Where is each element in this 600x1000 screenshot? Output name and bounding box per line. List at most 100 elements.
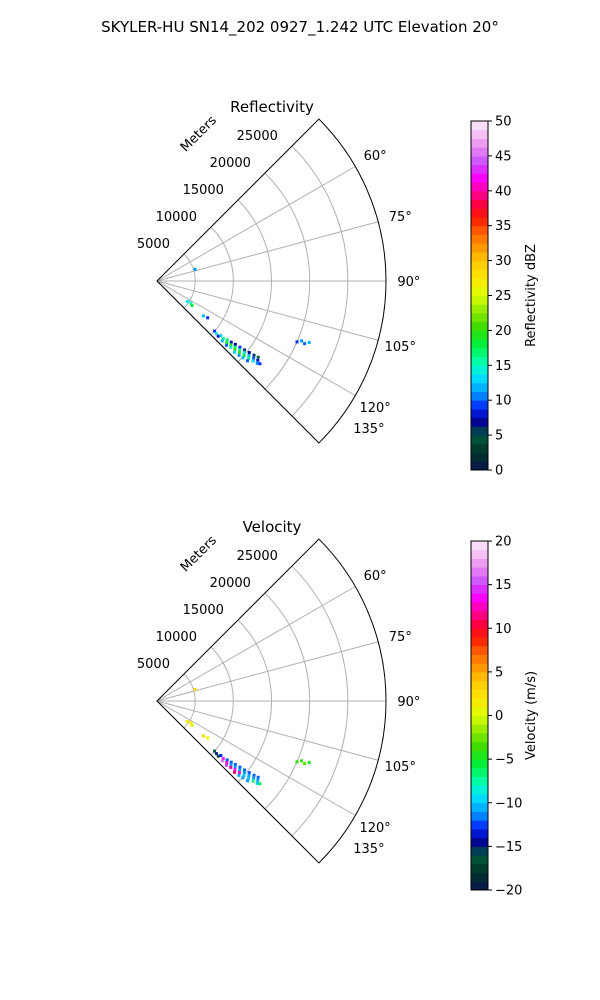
colorbar-band	[471, 767, 488, 778]
radar-gate	[233, 350, 237, 354]
angular-tick-label: 105°	[385, 340, 416, 355]
radial-axis-label: Meters	[178, 113, 220, 155]
radar-gate	[220, 339, 224, 343]
colorbar-band	[471, 199, 488, 209]
radar-gate	[247, 771, 251, 775]
radar-gate	[243, 348, 247, 352]
colorbar-tick-label: 40	[495, 184, 512, 199]
colorbar-band	[471, 330, 488, 340]
colorbar-band	[471, 182, 488, 192]
colorbar-band	[471, 365, 488, 375]
radar-gate	[251, 359, 255, 363]
colorbar-band	[471, 391, 488, 401]
colorbar-band	[471, 680, 488, 690]
colorbar-band	[471, 846, 488, 856]
colorbar-band	[471, 234, 488, 244]
radar-gate	[213, 749, 217, 753]
radar-gate	[219, 754, 223, 758]
colorbar-band	[471, 347, 488, 358]
radar-gate	[185, 719, 189, 723]
colorbar-band	[471, 269, 488, 279]
colorbar-band	[471, 225, 488, 235]
colorbar-tick-label: 5	[495, 429, 503, 444]
colorbar-band	[471, 619, 488, 629]
colorbar-band	[471, 295, 488, 305]
colorbar-band	[471, 321, 488, 331]
radar-gate	[295, 760, 299, 764]
radar-gate	[190, 304, 194, 308]
radar-gate	[220, 759, 224, 763]
radar-gate	[237, 773, 241, 777]
radar-gate	[245, 779, 249, 783]
angular-tick-label: 135°	[353, 422, 384, 437]
radar-gate	[307, 760, 311, 764]
radial-tick-label: 15000	[183, 603, 224, 618]
colorbar-tick-label: 5	[495, 665, 503, 680]
colorbar-band	[471, 417, 488, 427]
radar-gate	[216, 334, 220, 338]
radar-gate	[206, 316, 210, 320]
radar-gate	[258, 782, 262, 786]
angular-grid-line	[156, 700, 356, 816]
colorbar-label: Velocity (m/s)	[524, 671, 539, 760]
panel-title: Reflectivity	[230, 98, 314, 116]
colorbar-band	[471, 785, 488, 795]
colorbar-tick-label: 10	[495, 622, 512, 637]
colorbar-band	[471, 286, 488, 296]
colorbar-band	[471, 654, 488, 664]
angular-tick-label: 105°	[385, 760, 416, 775]
radar-gate	[252, 773, 256, 777]
figure-title: SKYLER-HU SN14_202 0927_1.242 UTC Elevat…	[101, 18, 499, 37]
angular-grid-line	[156, 280, 379, 341]
colorbar-band	[471, 602, 488, 612]
radar-gate	[214, 752, 218, 756]
colorbar-label: Reflectivity dBZ	[524, 244, 539, 347]
radar-gate	[214, 332, 218, 336]
radar-gate	[225, 758, 229, 762]
radar-gate	[300, 759, 304, 763]
angular-grid-line	[156, 280, 356, 396]
colorbar-band	[471, 828, 488, 839]
radar-gate	[206, 736, 210, 740]
colorbar-band	[471, 628, 488, 638]
colorbar-band	[471, 610, 488, 621]
radial-tick-label: 5000	[137, 657, 170, 672]
radar-gate	[219, 334, 223, 338]
radar-gate	[233, 342, 237, 346]
radar-gate	[233, 345, 237, 349]
colorbar-band	[471, 741, 488, 751]
radar-gate	[224, 343, 228, 347]
colorbar-band	[471, 759, 488, 769]
colorbar-band	[471, 382, 488, 392]
radar-gate	[241, 356, 245, 360]
reflectivity-panel: Reflectivity 5000 10000 15000 20000 25000 Mete…	[137, 98, 539, 479]
colorbar-band	[471, 863, 488, 874]
colorbar-band	[471, 121, 488, 131]
radar-gate	[256, 775, 260, 779]
radar-gate	[221, 757, 225, 761]
angular-grid-line	[156, 586, 356, 702]
radar-gate	[295, 340, 299, 344]
colorbar-band	[471, 400, 488, 410]
colorbar-band	[471, 776, 488, 786]
panel-title: Velocity	[243, 518, 302, 536]
radar-gate	[229, 345, 233, 349]
radar-gate	[241, 776, 245, 780]
colorbar-band	[471, 881, 488, 891]
colorbar-band	[471, 426, 488, 436]
angular-grid-line	[156, 641, 379, 702]
radar-gate	[251, 779, 255, 783]
radar-gate	[247, 776, 251, 780]
colorbar-tick-label: −15	[495, 840, 522, 855]
radar-gate	[185, 299, 189, 303]
radar-gate	[243, 768, 247, 772]
radar-gate	[216, 754, 220, 758]
radar-gate	[189, 721, 193, 725]
colorbar-band	[471, 698, 488, 708]
colorbar-tick-label: 10	[495, 394, 512, 409]
radar-gate	[189, 301, 193, 305]
colorbar-tick-label: 15	[495, 359, 512, 374]
radar-gate	[225, 338, 229, 342]
colorbar-band	[471, 452, 488, 462]
angular-tick-label: 75°	[389, 630, 412, 645]
